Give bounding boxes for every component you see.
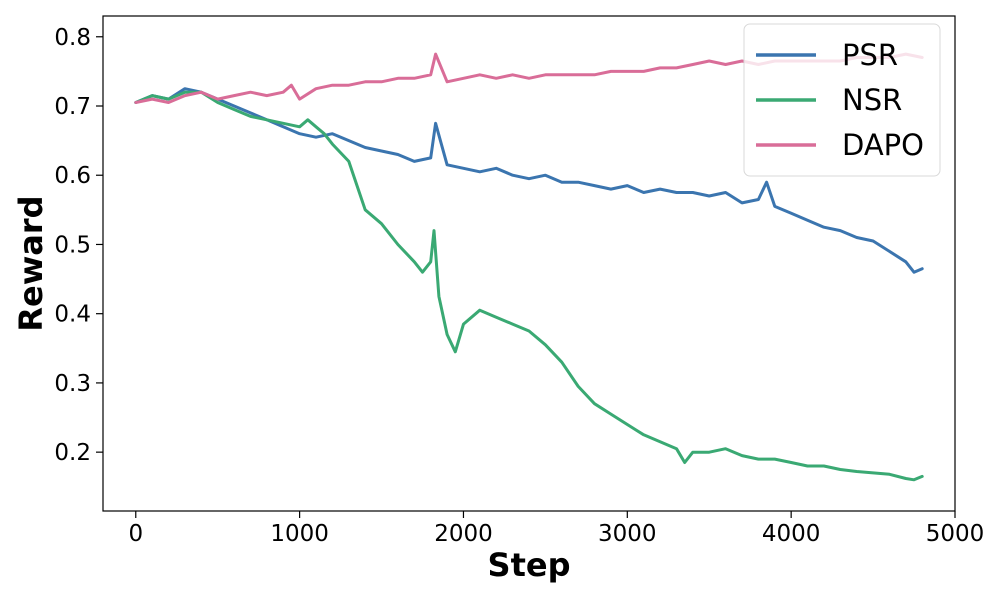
y-tick-label: 0.8 <box>54 25 91 51</box>
x-tick-label: 3000 <box>598 521 657 547</box>
x-tick-label: 1000 <box>270 521 329 547</box>
legend-box <box>743 23 941 177</box>
x-tick-label: 5000 <box>926 521 985 547</box>
y-tick-label: 0.6 <box>54 163 91 189</box>
legend-label-psr: PSR <box>842 38 898 72</box>
y-tick-label: 0.7 <box>54 94 91 120</box>
x-tick-label: 2000 <box>434 521 493 547</box>
x-axis-title: Step <box>488 546 571 584</box>
legend: PSR NSR DAPO <box>743 23 941 177</box>
y-tick-label: 0.4 <box>54 302 91 328</box>
y-axis-title: Reward <box>12 195 50 331</box>
x-tick-label: 0 <box>128 521 143 547</box>
series-line-nsr <box>134 90 924 482</box>
series-line-psr <box>134 87 924 274</box>
x-tick-label: 4000 <box>762 521 821 547</box>
legend-label-nsr: NSR <box>842 83 902 117</box>
legend-label-dapo: DAPO <box>842 128 924 162</box>
y-tick-label: 0.3 <box>54 371 91 397</box>
plot-frame <box>102 15 956 512</box>
x-axis-ticks: 0 1000 2000 3000 4000 5000 <box>128 511 984 547</box>
y-tick-label: 0.2 <box>54 440 91 466</box>
y-axis-ticks: 0.2 0.3 0.4 0.5 0.6 0.7 0.8 <box>54 25 103 466</box>
y-tick-label: 0.5 <box>54 232 91 258</box>
